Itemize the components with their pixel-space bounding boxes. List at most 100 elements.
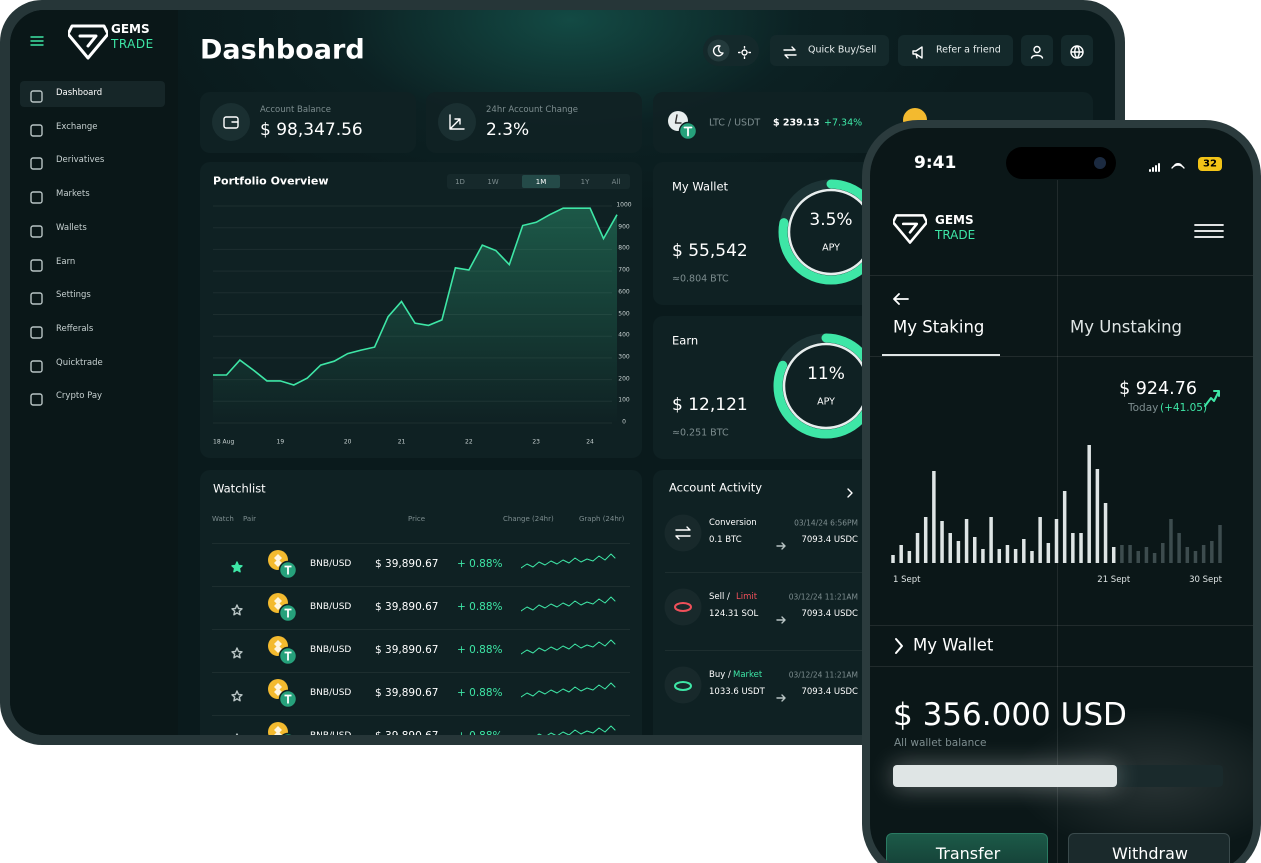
menu-item[interactable]: Dashboard [20, 81, 165, 107]
bar [891, 555, 895, 563]
column-header: Graph (24hr) [579, 514, 625, 523]
icon-part [783, 46, 797, 59]
user-button[interactable] [1021, 35, 1053, 66]
menu-item[interactable]: Wallets [20, 216, 165, 242]
icon-part [776, 542, 786, 550]
icon-part [664, 588, 702, 626]
watch-star[interactable] [231, 601, 243, 616]
menu-item[interactable]: Exchange [20, 115, 165, 141]
bar [1022, 539, 1026, 563]
theme-toggle[interactable] [703, 35, 759, 66]
range-option[interactable]: All [611, 177, 621, 186]
back-arrow[interactable] [893, 290, 909, 305]
header-button[interactable]: Quick Buy/Sell [770, 35, 889, 66]
icon-part [1171, 163, 1185, 169]
globe-button[interactable] [1061, 35, 1093, 66]
range-option[interactable]: 1W [487, 177, 499, 186]
icon-part [30, 359, 43, 373]
stat-icon [438, 103, 476, 141]
menu-item[interactable]: Refferals [20, 317, 165, 343]
tab[interactable]: My Unstaking [1070, 317, 1183, 337]
icon-part [30, 292, 43, 305]
icon-part [449, 114, 465, 130]
moon-icon [707, 39, 730, 62]
bar [907, 551, 912, 563]
stat-card: Account Balance $ 98,347.56 [200, 92, 416, 153]
activity-arrow [776, 610, 786, 624]
icon-part [737, 45, 752, 60]
hamburger[interactable] [1194, 223, 1224, 239]
menu-item[interactable]: Markets [20, 182, 165, 208]
icon-part [741, 49, 748, 56]
icon-part [783, 46, 797, 59]
y-tick-label: 800 [618, 244, 630, 252]
logo-mark [891, 212, 929, 246]
menu-item[interactable]: Derivatives [20, 148, 165, 174]
portfolio-card: Portfolio Overview 1D 1W 1M 1Y All 0 100 200 300 4… [200, 162, 642, 458]
watch-star[interactable] [231, 687, 243, 702]
activity-amount: 1033.6 USDT [709, 687, 765, 698]
watch-star[interactable] [231, 730, 243, 735]
icon-part [231, 604, 243, 616]
icon-part [235, 733, 239, 735]
sparkline [520, 638, 616, 658]
tab[interactable]: My Staking [893, 317, 985, 337]
change: + 0.88% [457, 730, 503, 735]
menu-item[interactable]: Crypto Pay [20, 384, 165, 410]
watchlist-card: Watchlist Watch Pair Price Change (24hr) Grap… [200, 470, 642, 735]
watch-star[interactable] [231, 558, 243, 573]
ticker-change: +7.34% [824, 117, 863, 129]
portfolio-title: Portfolio Overview [213, 174, 329, 188]
range-option[interactable]: 1D [455, 177, 465, 186]
icon-part [449, 114, 465, 130]
bar [1111, 547, 1116, 563]
status-signal [1148, 158, 1192, 172]
watch-star[interactable] [231, 644, 243, 659]
menu-icon [30, 88, 43, 103]
bar [1062, 491, 1067, 563]
icon-part [520, 682, 616, 698]
x-tick-label: 21 Sept [1097, 575, 1131, 586]
wallet-title: My Wallet [913, 635, 994, 655]
header-button[interactable]: Refer a friend [898, 35, 1013, 66]
activity-more[interactable] [846, 483, 854, 498]
withdraw-button[interactable]: Withdraw [1068, 833, 1230, 863]
phone-frame: 9:41 32 GEMS TRADE My Staking My Unstaking $ 9… [862, 120, 1261, 863]
horizontal-divider [870, 275, 1253, 276]
icon-part [268, 679, 298, 709]
bar [956, 541, 961, 563]
icon-part [30, 90, 43, 103]
icon-part [1030, 45, 1044, 59]
icon-part [274, 597, 282, 610]
activity-result: 7093.4 USDC [801, 609, 858, 620]
sparkline [520, 595, 616, 615]
price: $ 39,890.67 [375, 730, 438, 735]
price: $ 39,890.67 [375, 600, 439, 613]
icon-part [712, 45, 724, 57]
icon-part [1204, 390, 1220, 407]
horizontal-divider [870, 625, 1253, 626]
bar [1005, 545, 1010, 563]
pair: BNB/USD [310, 601, 352, 612]
menu-item[interactable]: Settings [20, 283, 165, 309]
range-option[interactable]: 1M [535, 177, 547, 186]
menu-item[interactable]: Earn [20, 250, 165, 276]
price: $ 39,890.67 [375, 686, 439, 699]
bar [1144, 547, 1149, 563]
stat-icon [212, 103, 250, 141]
range-option[interactable]: 1Y [580, 177, 590, 186]
y-tick-label: 500 [618, 310, 630, 318]
transfer-button[interactable]: Transfer [886, 833, 1048, 863]
icon-part [891, 214, 929, 244]
icon-part [776, 616, 786, 624]
phone-screen: 9:41 32 GEMS TRADE My Staking My Unstaking $ 9… [870, 128, 1253, 863]
earn-apy: 11% [807, 364, 845, 385]
user-icon [1030, 44, 1044, 59]
ltc-icon [667, 110, 698, 141]
icon-part [30, 393, 43, 406]
bar [899, 545, 903, 563]
bar [1177, 533, 1181, 563]
icon-part [683, 126, 693, 137]
icon-part [520, 639, 616, 655]
menu-item[interactable]: Quicktrade [20, 351, 165, 377]
